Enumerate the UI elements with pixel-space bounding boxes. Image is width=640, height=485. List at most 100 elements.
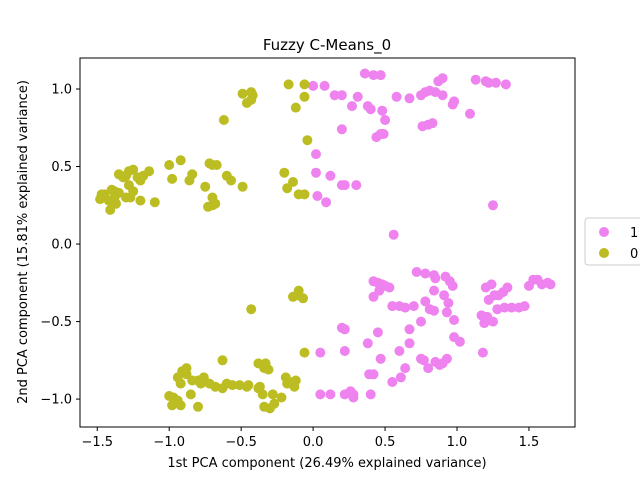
point-series-1-99: [479, 318, 490, 329]
point-series-1-116: [339, 346, 350, 356]
x-tick-label: 1.0: [447, 435, 468, 450]
point-series-0-8: [299, 91, 310, 102]
point-series-1-34: [483, 77, 494, 88]
point-series-1-4: [347, 101, 357, 112]
point-series-1-72: [449, 315, 460, 325]
point-series-0-98: [267, 389, 278, 400]
point-series-1-120: [395, 372, 406, 383]
point-series-0-62: [299, 347, 310, 358]
y-tick-label: 1.0: [51, 83, 72, 98]
point-series-1-46: [388, 229, 399, 240]
point-series-1-39: [325, 170, 336, 181]
point-series-0-56: [299, 189, 310, 200]
point-series-0-60: [288, 291, 298, 302]
point-series-0-14: [132, 172, 143, 183]
point-series-1-89: [519, 301, 530, 312]
x-tick-label: −0.5: [225, 435, 257, 450]
point-series-0-68: [185, 389, 196, 400]
point-series-1-15: [371, 132, 382, 143]
point-series-0-72: [181, 363, 192, 374]
point-series-0-0: [237, 88, 248, 99]
point-series-1-63: [447, 280, 458, 291]
point-series-1-56: [400, 302, 411, 313]
point-series-1-121: [315, 389, 326, 400]
axes-layer: −1.5 −1.0 −0.5 0.0 0.5 1.0 1.5 −1.0 −0.5 0.0 0.5 1.…: [40, 83, 539, 450]
point-series-1-16: [336, 124, 347, 135]
legend-marker-0: [599, 248, 609, 258]
point-series-0-69: [193, 401, 203, 412]
point-series-1-53: [368, 291, 379, 302]
legend-marker-1: [599, 227, 609, 237]
point-series-0-88: [254, 381, 265, 392]
point-series-0-104: [241, 381, 252, 392]
point-series-1-105: [400, 363, 411, 374]
point-series-0-32: [96, 189, 107, 200]
point-series-0-40: [211, 160, 222, 170]
y-tick-label: 0.0: [51, 238, 72, 253]
point-series-0-100: [257, 389, 268, 400]
point-series-1-104: [375, 353, 386, 364]
point-series-1-101: [339, 324, 350, 335]
point-series-1-59: [420, 268, 431, 279]
x-tick-label: −1.5: [81, 435, 113, 450]
point-series-0-25: [121, 192, 131, 203]
point-series-1-114: [477, 347, 488, 358]
point-series-0-44: [167, 173, 178, 184]
point-series-1-45: [488, 200, 498, 211]
point-series-1-17: [391, 91, 402, 102]
point-series-0-42: [184, 175, 195, 186]
point-series-1-18: [404, 93, 415, 104]
point-series-1-71: [441, 307, 452, 318]
point-series-1-5: [352, 91, 363, 102]
point-series-0-59: [298, 293, 308, 304]
point-series-0-35: [105, 204, 116, 215]
point-series-1-68: [420, 296, 431, 307]
point-series-1-126: [348, 392, 359, 403]
point-series-1-106: [394, 346, 405, 356]
point-series-1-58: [411, 267, 422, 277]
point-series-1-102: [362, 338, 373, 349]
legend: 1 0: [584, 217, 640, 266]
legend-label-1: 1: [630, 226, 638, 241]
point-series-1-35: [490, 77, 501, 88]
point-series-0-66: [167, 400, 178, 411]
point-series-0-67: [175, 400, 186, 411]
point-series-0-48: [210, 198, 221, 209]
point-series-1-115: [315, 347, 326, 358]
point-series-1-122: [325, 389, 336, 400]
chart-title: Fuzzy C-Means_0: [263, 36, 391, 55]
x-tick-label: 1.5: [519, 435, 540, 450]
point-series-0-54: [282, 183, 293, 194]
point-series-0-37: [175, 155, 186, 166]
point-series-1-23: [437, 73, 448, 84]
point-series-1-6: [359, 68, 370, 79]
legend-frame: [584, 217, 640, 266]
point-series-0-7: [290, 102, 301, 113]
point-series-1-64: [430, 273, 441, 284]
point-series-0-36: [164, 160, 175, 170]
point-series-1-70: [429, 305, 439, 316]
point-series-1-42: [351, 180, 362, 191]
point-series-1-10: [365, 104, 376, 115]
point-series-1-32: [470, 74, 481, 85]
point-series-1-83: [502, 282, 513, 293]
point-series-1-65: [429, 285, 439, 296]
point-series-1-75: [416, 316, 426, 327]
point-series-1-119: [387, 377, 398, 387]
point-series-1-12: [380, 115, 391, 125]
point-series-1-74: [454, 336, 465, 347]
point-series-1-38: [311, 167, 321, 178]
point-series-1-108: [418, 355, 429, 366]
x-tick-label: 0.5: [375, 435, 396, 450]
point-series-1-109: [423, 363, 434, 374]
point-series-0-78: [195, 378, 206, 389]
point-series-1-36: [500, 79, 511, 90]
point-series-1-30: [427, 118, 438, 129]
point-series-0-51: [237, 181, 248, 192]
y-axis-label: 2nd PCA component (15.81% explained vari…: [16, 80, 31, 404]
point-series-1-84: [483, 294, 494, 305]
point-series-1-28: [465, 108, 475, 119]
point-series-0-103: [259, 401, 270, 412]
point-series-0-10: [302, 135, 313, 146]
point-series-1-87: [506, 302, 517, 313]
